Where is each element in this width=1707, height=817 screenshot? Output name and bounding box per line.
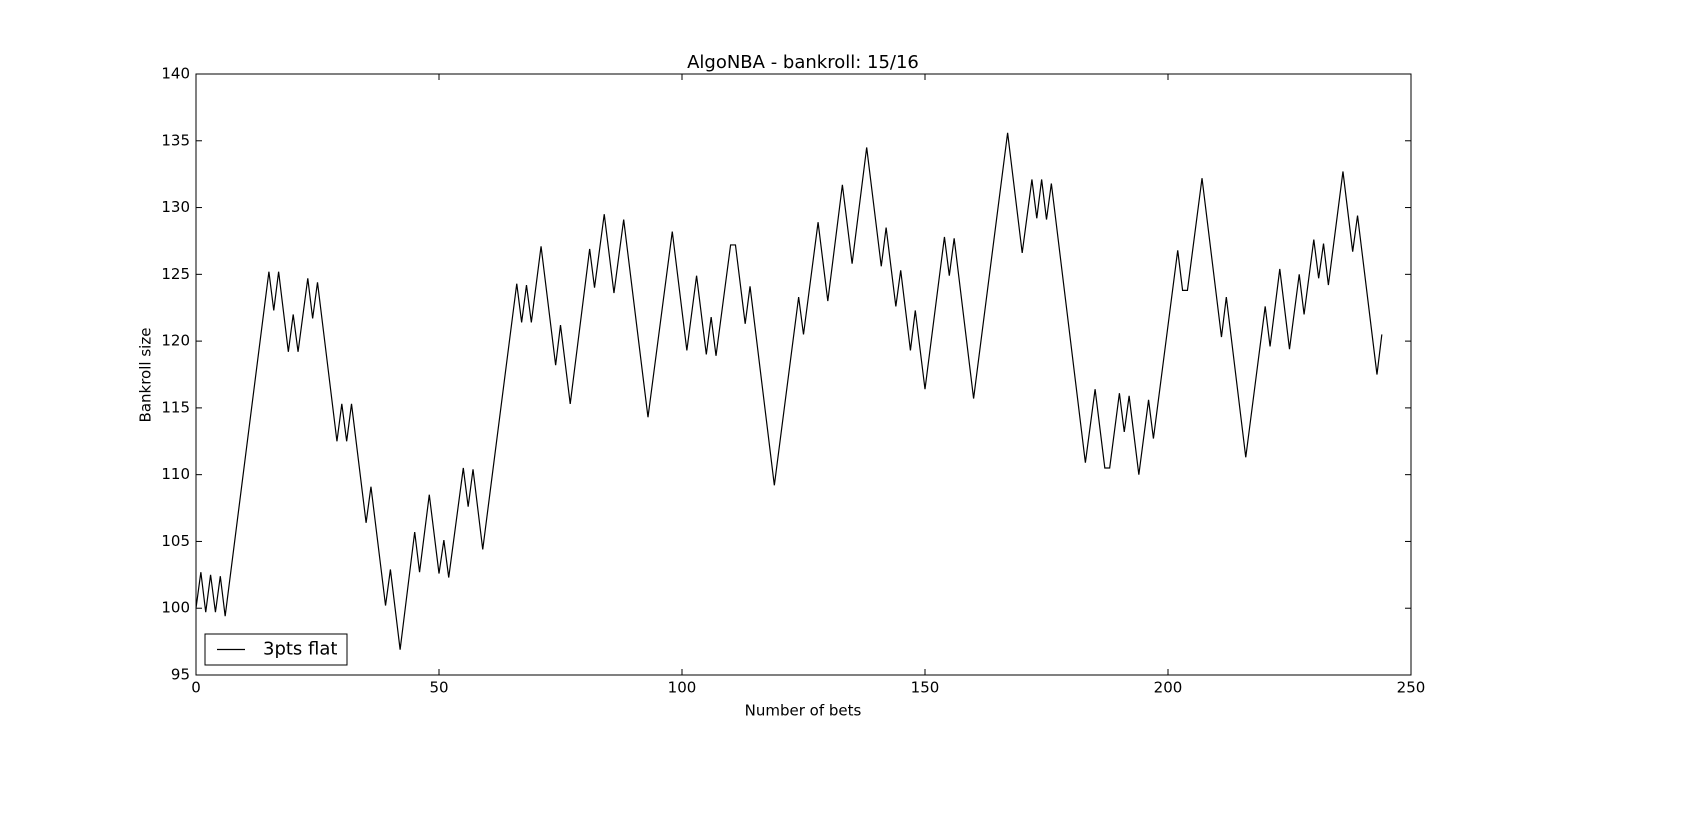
data-line (195, 132, 1383, 650)
y-tick-label: 140 (161, 65, 190, 83)
plot-area (195, 73, 1412, 676)
y-tick-label: 120 (161, 332, 190, 350)
chart-title: AlgoNBA - bankroll: 15/16 (687, 52, 919, 73)
x-axis-label: Number of bets (745, 702, 862, 720)
x-tick-label: 150 (911, 679, 940, 697)
y-tick-label: 110 (161, 465, 190, 483)
x-tick-label: 250 (1397, 679, 1426, 697)
y-tick-label: 95 (171, 666, 190, 684)
y-tick-label: 125 (161, 265, 190, 283)
y-tick-label: 100 (161, 599, 190, 617)
x-tick-label: 0 (191, 679, 201, 697)
x-tick-label: 50 (429, 679, 448, 697)
y-tick-label: 115 (161, 398, 190, 416)
x-tick-label: 100 (668, 679, 697, 697)
legend-label: 3pts flat (263, 639, 337, 660)
y-tick-label: 135 (161, 131, 190, 149)
y-tick-label: 130 (161, 198, 190, 216)
y-axis-label: Bankroll size (137, 328, 155, 423)
x-tick-label: 200 (1154, 679, 1183, 697)
y-tick-label: 105 (161, 532, 190, 550)
